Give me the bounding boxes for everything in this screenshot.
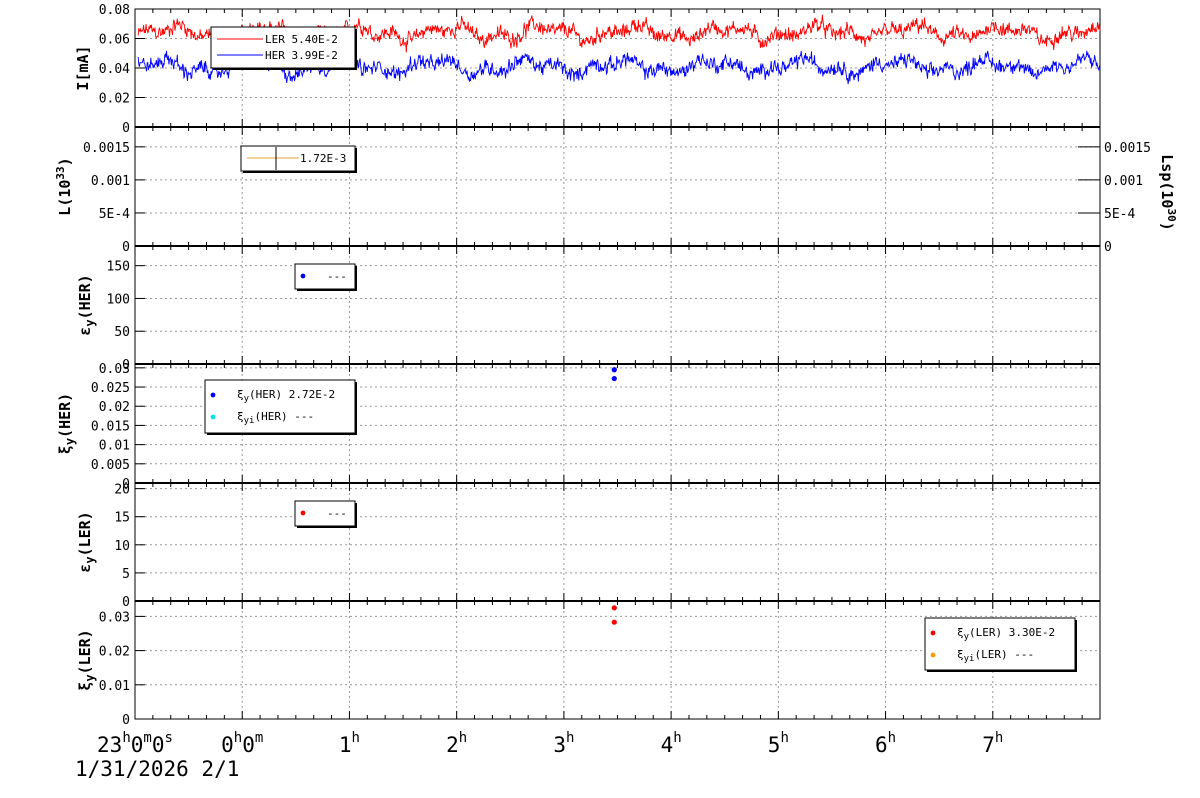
legend: ξy(HER) 2.72E-2 ξyi(HER) --- [204,379,357,435]
legend-dot [300,273,306,279]
y-tick-label: 0.08 [99,3,130,18]
legend: --- [294,263,357,291]
panel-3: 0 50 100 150 εy(HER) --- [76,245,1101,373]
legend-entry: HER 3.99E-2 [265,49,338,62]
y-tick-label: 0 [122,121,130,136]
y-tick-label: 5 [122,567,130,582]
y2-tick-label: 0.001 [1104,174,1143,189]
y-tick-label: 0.02 [99,92,130,107]
legend: ξy(LER) 3.30E-2 ξyi(LER) --- [924,617,1077,672]
legend-box [204,379,356,434]
y-tick-label: 0 [122,713,130,728]
y-tick-label: 50 [114,325,130,340]
legend-box [210,26,356,69]
x-tick-label: 5h [768,730,789,757]
y-tick-label: 0.001 [91,174,130,189]
y-tick-label: 10 [114,539,130,554]
legend-dot [210,392,216,398]
y-axis-title: εy(HER) [76,274,97,335]
y-tick-label: 0 [122,358,130,373]
y-tick-label: 20 [114,483,130,498]
y2-tick-label: 0.0015 [1104,141,1151,156]
panel-5: 0 5 10 15 20 εy(LER) --- [76,482,1101,610]
grid-lines [135,127,1100,246]
data-point [611,619,617,625]
y-tick-label: 100 [107,292,130,307]
y-tick-label: 0.03 [99,610,130,625]
y-tick-label: 0.04 [99,62,130,77]
x-tick-label: 1h [339,730,360,757]
legend-entry: --- [327,507,347,520]
data-point [611,375,617,382]
data-point [611,605,617,611]
y-axis-title: I[mA] [74,45,92,90]
y-tick-label: 0 [122,477,130,492]
x-tick-label: 0h0m [221,730,263,757]
y-tick-label: 0.01 [99,439,130,454]
y-tick-label: 0.06 [99,33,130,48]
y-tick-label: 150 [107,260,130,275]
y-axis-title: ξy(HER) [56,393,77,454]
legend-box [924,617,1076,671]
legend-dot [300,510,306,516]
x-axis-date-label: 1/31/2026 2/1 [75,757,239,781]
legend: --- [294,500,357,528]
y2-tick-label: 5E-4 [1104,207,1135,222]
x-tick-label: 23h0m0s [97,730,173,757]
grid-lines [135,483,1100,601]
legend-dot [930,630,936,636]
y-axis-title: L(1033) [54,157,74,215]
grid-lines [135,246,1100,364]
y-axis-title: εy(LER) [76,511,97,572]
y-axis-title: ξy(LER) [76,629,97,690]
legend-entry: ξyi(HER) --- [237,410,314,426]
grid-lines [135,601,1100,719]
legend-dot [210,414,216,420]
y-tick-label: 0.03 [99,362,130,377]
x-tick-label: 6h [875,730,896,757]
panel-4: 0 0.005 0.01 0.015 0.02 0.025 0.03 ξy(HER) ξy(HE… [56,362,1101,492]
x-tick-label: 4h [661,730,682,757]
y-tick-label: 0 [122,240,130,255]
legend-dot [930,652,936,658]
y-tick-label: 0.01 [99,679,130,694]
y-tick-label: 0.005 [91,458,130,473]
legend-entry: ξy(LER) 3.30E-2 [957,626,1055,642]
legend-entry: LER 5.40E-2 [265,33,338,46]
legend: 1.72E-3 [240,145,357,173]
y-tick-label: 0.0015 [83,141,130,156]
legend-entry: ξy(HER) 2.72E-2 [237,388,335,404]
y-tick-label: 5E-4 [99,207,130,222]
legend-entry: 1.72E-3 [300,152,346,165]
data-point [611,367,617,373]
y2-axis-title: Lsp(1030) [1158,154,1178,230]
legend: LER 5.40E-2 HER 3.99E-2 [210,26,357,70]
y2-tick-label: 0 [1104,240,1112,255]
x-tick-label: 2h [446,730,467,757]
legend-entry: --- [327,270,347,283]
series-line-her [137,48,1101,85]
x-tick-label: 7h [982,730,1003,757]
y-tick-label: 0.015 [91,419,130,434]
panel-2: 0 5E-4 0.001 0.0015 0 5E-4 0.001 0.0015 L(1033) L… [54,126,1178,255]
panel-1: 0 0.02 0.04 0.06 0.08 I[mA] LER 5.40E-2 HER 3.9… [74,3,1101,136]
y-tick-label: 0.02 [99,400,130,415]
y-tick-label: 0.02 [99,645,130,660]
y-tick-label: 15 [114,511,130,526]
x-tick-label: 3h [553,730,574,757]
x-axis: 23h0m0s 0h0m 1h 2h 3h 4h 5h 6h 7h 1/31/2026 2/1 [75,730,1003,781]
legend-entry: ξyi(LER) --- [957,648,1034,664]
y-tick-label: 0 [122,595,130,610]
y-tick-label: 0.025 [91,381,130,396]
